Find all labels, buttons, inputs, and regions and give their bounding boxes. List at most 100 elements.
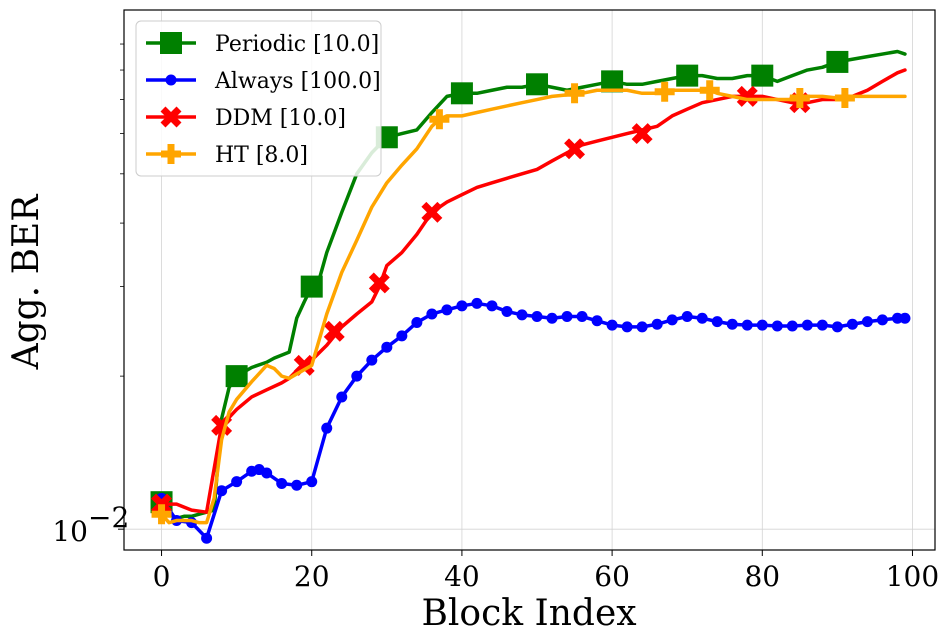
data-point [606, 319, 618, 331]
data-point [561, 311, 573, 323]
data-point [666, 314, 678, 326]
data-point [306, 476, 318, 488]
data-point [426, 308, 438, 320]
data-point [531, 311, 543, 323]
legend-marker [160, 32, 182, 54]
x-tick-label: 100 [886, 560, 939, 593]
series-1 [156, 297, 911, 544]
data-point [741, 319, 753, 331]
ticks: 0 20 40 60 80 100 10 −2 [52, 43, 939, 593]
legend-entry: DDM [10.0] [146, 106, 346, 131]
series-3 [151, 80, 907, 525]
x-axis-title: Block Index [421, 593, 636, 634]
data-point [636, 321, 648, 333]
legend-entry: Periodic [10.0] [146, 32, 379, 57]
data-point [486, 300, 498, 312]
plot-frame [123, 9, 936, 551]
legend-marker [160, 106, 182, 128]
data-point [300, 275, 323, 298]
series-layer [150, 49, 911, 544]
data-point [421, 201, 443, 223]
data-point [876, 314, 888, 326]
data-point [651, 318, 663, 330]
legend-marker [165, 74, 177, 86]
data-point [151, 504, 172, 525]
legend: Periodic [10.0] Always [100.0] DDM [10.0] H… [135, 20, 382, 177]
data-point [681, 311, 693, 323]
data-point [834, 87, 855, 108]
x-tick-label: 40 [444, 560, 480, 593]
data-point [591, 315, 603, 327]
y-tick-label: 10 [52, 515, 88, 548]
y-axis-title: Agg. BER [6, 194, 47, 371]
data-point [546, 312, 558, 324]
data-point [368, 272, 390, 294]
data-point [351, 370, 363, 382]
data-point [321, 422, 333, 434]
data-point [456, 300, 468, 312]
data-point [654, 81, 675, 102]
data-point [151, 493, 173, 515]
legend-entry: Always [100.0] [146, 69, 381, 94]
legend-entry: HT [8.0] [146, 143, 308, 168]
data-point [381, 341, 393, 353]
x-tick-label: 20 [294, 560, 330, 593]
data-point [201, 532, 213, 544]
data-point [676, 64, 699, 87]
data-point [711, 316, 723, 328]
data-point [516, 309, 528, 321]
legend-marker [161, 144, 181, 164]
x-tick-label: 0 [153, 560, 171, 593]
data-point [441, 304, 453, 316]
data-point [323, 320, 345, 342]
data-point [261, 467, 273, 479]
data-point [771, 320, 783, 332]
data-point [699, 80, 720, 101]
data-point [736, 85, 758, 107]
data-point [831, 321, 843, 333]
data-point [526, 73, 549, 96]
data-point [696, 312, 708, 324]
data-point [826, 50, 849, 73]
legend-label: Periodic [10.0] [215, 32, 379, 57]
data-point [861, 316, 873, 328]
data-point [899, 312, 911, 324]
data-point [396, 330, 408, 342]
legend-label: HT [8.0] [215, 143, 308, 168]
data-point [231, 476, 243, 488]
data-point [751, 64, 774, 87]
data-point [756, 319, 768, 331]
data-point [564, 138, 586, 160]
legend-box [135, 20, 382, 177]
data-point [846, 318, 858, 330]
data-point [789, 87, 810, 108]
series-line [159, 301, 907, 540]
data-point [501, 306, 513, 318]
data-point [450, 82, 473, 105]
data-point [621, 321, 633, 333]
data-point [366, 354, 378, 366]
data-point [816, 319, 828, 331]
x-tick-label: 80 [744, 560, 780, 593]
data-point [276, 477, 288, 489]
data-point [429, 109, 450, 130]
y-tick-exponent: −2 [88, 501, 129, 534]
data-point [801, 319, 813, 331]
data-point [576, 311, 588, 323]
data-point [336, 391, 348, 403]
data-point [216, 485, 228, 497]
data-point [411, 316, 423, 328]
data-point [471, 297, 483, 309]
legend-label: DDM [10.0] [215, 106, 346, 131]
data-point [564, 83, 585, 104]
data-point [631, 123, 653, 145]
x-tick-label: 60 [594, 560, 630, 593]
series-line [159, 88, 907, 525]
data-point [225, 365, 248, 388]
data-point [601, 70, 624, 93]
legend-label: Always [100.0] [214, 69, 381, 94]
data-point [291, 479, 303, 491]
data-point [786, 320, 798, 332]
data-point [726, 318, 738, 330]
